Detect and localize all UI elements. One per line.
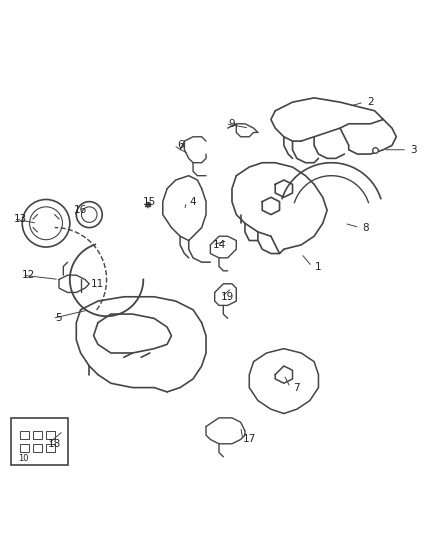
Text: 17: 17	[243, 434, 256, 445]
Text: 18: 18	[48, 439, 61, 449]
Text: 1: 1	[315, 262, 322, 271]
Text: 10: 10	[18, 454, 28, 463]
Text: 13: 13	[14, 214, 27, 224]
Text: 19: 19	[221, 292, 234, 302]
Text: 14: 14	[212, 240, 226, 250]
Bar	[46, 444, 55, 453]
Bar	[20, 444, 29, 453]
Bar	[33, 431, 42, 440]
Text: 4: 4	[190, 197, 196, 207]
Text: 6: 6	[177, 140, 184, 150]
Bar	[20, 431, 29, 440]
Text: 11: 11	[91, 279, 105, 289]
Bar	[11, 418, 67, 465]
Text: 2: 2	[367, 97, 374, 107]
Bar	[46, 431, 55, 440]
Text: 8: 8	[363, 223, 369, 232]
Text: 7: 7	[293, 383, 300, 393]
Text: 5: 5	[56, 313, 62, 324]
Text: 3: 3	[410, 145, 417, 155]
Bar	[33, 444, 42, 453]
Text: 15: 15	[143, 197, 156, 207]
Text: 12: 12	[22, 270, 35, 280]
Text: 16: 16	[74, 205, 87, 215]
Text: 9: 9	[229, 119, 235, 129]
